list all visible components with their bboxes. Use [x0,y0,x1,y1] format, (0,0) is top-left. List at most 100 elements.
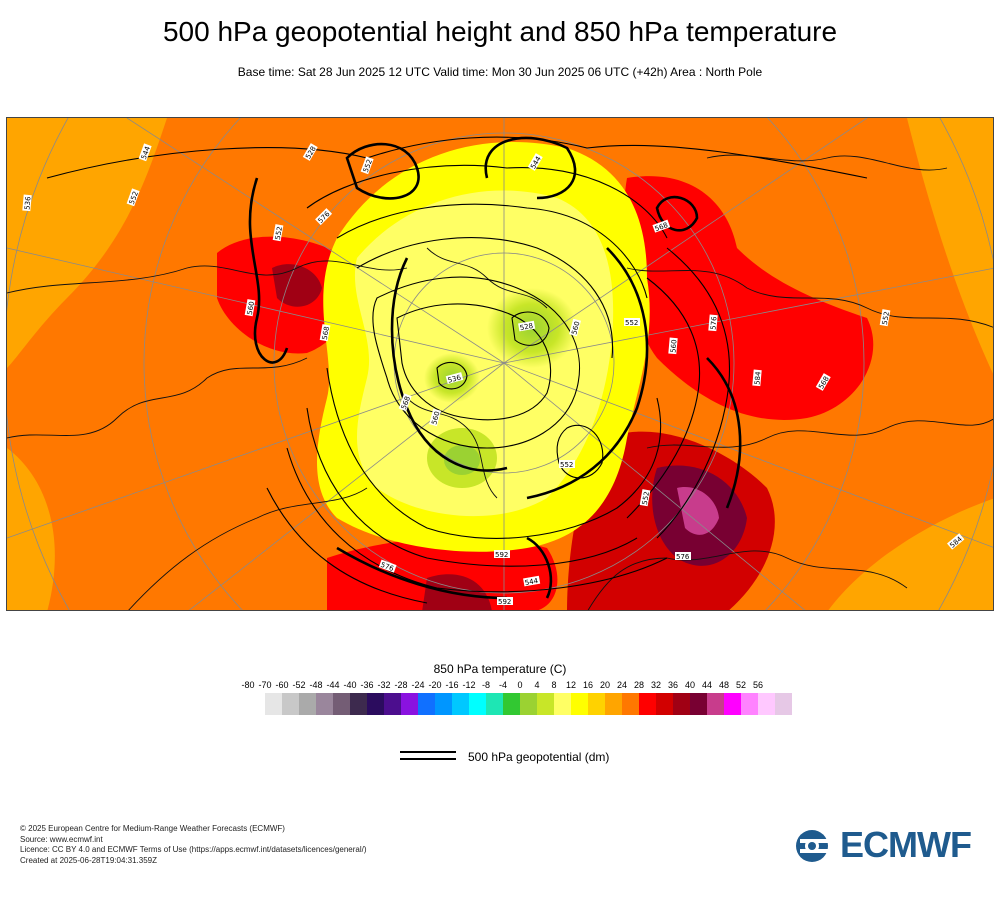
legend-swatch [452,693,469,715]
cool-area-arctic [354,190,614,517]
hot-core-south [422,574,492,610]
legend-swatch [775,693,792,715]
contour-label: 592 [498,598,511,606]
geopotential-legend: 500 hPa geopotential (dm) [400,748,700,768]
map-title: 500 hPa geopotential height and 850 hPa … [162,16,838,47]
legend-swatch [537,693,554,715]
legend-tick-label: 28 [633,680,645,690]
legend-swatch [486,693,503,715]
contour-label: 552 [625,319,638,327]
legend-swatch [690,693,707,715]
hot-area-east [623,176,874,420]
geopotential-line-sample [400,758,456,760]
legend-swatch [741,693,758,715]
contour-label: 592 [495,551,508,559]
geopotential-line-sample [400,751,456,753]
contour-label: 568 [321,326,331,341]
coastlines [7,154,993,610]
graticule [7,118,993,610]
legend-tick-label: -4 [498,680,508,690]
warm-area-nw [7,118,167,368]
hot-core-west [272,264,322,307]
legend-tick-label: -80 [241,680,255,690]
legend-tick-label: 48 [718,680,730,690]
legend-tick-label: 44 [701,680,713,690]
legend-tick-label: -44 [326,680,340,690]
legend-swatch [588,693,605,715]
legend-swatch [384,693,401,715]
legend-tick-label: 4 [534,680,540,690]
contour-label: 576 [709,316,718,331]
legend-swatch [520,693,537,715]
legend-tick-label: -48 [309,680,323,690]
contour-label: 576 [676,553,690,561]
legend-swatch [673,693,690,715]
legend-tick-label: -12 [462,680,476,690]
legend-tick-label: 52 [735,680,747,690]
legend-swatch [639,693,656,715]
contour-label: 560 [570,321,581,336]
legend-swatch [724,693,741,715]
legend-swatch [571,693,588,715]
contour-label: 560 [669,339,678,353]
legend-tick-label: -20 [428,680,442,690]
contour-label: 536 [447,373,463,384]
legend-tick-label: -60 [275,680,289,690]
map-canvas: 552 552 544 576 568 528 560 536 552 560 … [7,118,993,610]
legend-swatch [282,693,299,715]
footer-created: Created at 2025-06-28T19:04:31.359Z [20,855,157,865]
legend-tick-label: -36 [360,680,374,690]
legend-swatch [316,693,333,715]
legend-tick-label: -16 [445,680,459,690]
warm-area-ne [907,118,993,374]
legend-swatch [622,693,639,715]
contour-label: 552 [641,491,651,506]
geopotential-contours [46,136,868,604]
legend-tick-label: -8 [481,680,491,690]
contour-label: 560 [246,301,256,316]
legend-tick-label: 8 [551,680,557,690]
contour-label: 536 [23,196,32,211]
legend-tick-label: 40 [684,680,696,690]
ecmwf-logo-icon [796,830,836,862]
warm-area-se [828,498,993,610]
legend-tick-label: 32 [650,680,662,690]
legend-swatch [656,693,673,715]
legend-swatch [554,693,571,715]
ecmwf-logo-text: ECMWF [840,824,972,865]
geopotential-legend-label: 500 hPa geopotential (dm) [468,750,610,764]
legend-title: 850 hPa temperature (C) [433,662,567,676]
color-legend-bar [265,693,792,715]
legend-tick-label: 0 [517,680,523,690]
legend-tick-label: 56 [752,680,764,690]
legend-swatch [350,693,367,715]
legend-swatch [367,693,384,715]
legend-tick-label: -40 [343,680,357,690]
legend-tick-label: -70 [258,680,272,690]
legend-tick-label: -52 [292,680,306,690]
map-subtitle: Base time: Sat 28 Jun 2025 12 UTC Valid … [237,65,763,79]
legend-tick-label: 24 [616,680,628,690]
contour-label: 552 [560,461,573,469]
legend-swatch [401,693,418,715]
cold-core-south-inner [444,445,480,475]
legend-ticks: -80 -70 -60 -52 -48 -44 -40 -36 -32 -28 -24 -20 -16-… [0,680,1000,694]
ecmwf-logo: ECMWF [794,824,984,866]
contour-label: 584 [753,371,762,386]
legend-tick-label: 36 [667,680,679,690]
warm-area-sw [7,448,55,610]
legend-swatch [265,693,282,715]
contour-label: 552 [274,226,284,241]
legend-swatch [435,693,452,715]
legend-swatch [333,693,350,715]
legend-swatch [707,693,724,715]
contour-label: 560 [430,411,441,426]
footer-source: Source: www.ecmwf.int [20,834,103,844]
legend-tick-label: 20 [599,680,611,690]
contour-label: 528 [519,322,534,332]
legend-tick-label: 16 [582,680,594,690]
footer-credits: © 2025 European Centre for Medium-Range … [20,824,367,866]
legend-tick-label: 12 [565,680,577,690]
legend-tick-label: -32 [377,680,391,690]
legend-swatch [469,693,486,715]
